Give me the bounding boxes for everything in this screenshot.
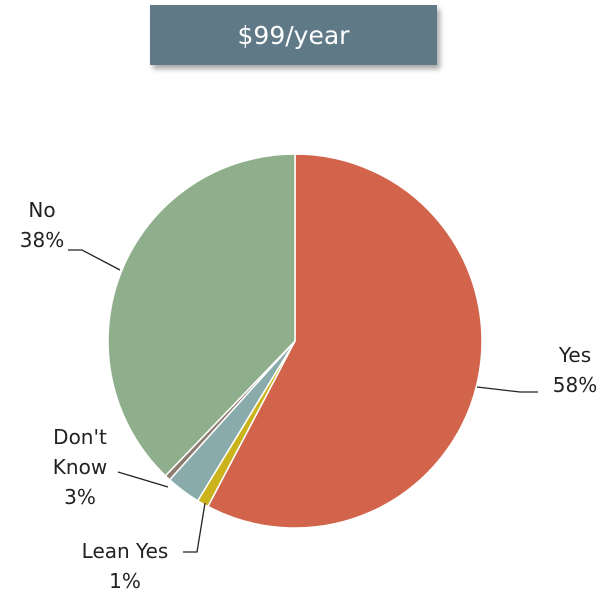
leader-line <box>68 249 121 271</box>
slice-category: Don't Know <box>52 425 108 479</box>
slice-value: 38% <box>19 228 65 252</box>
chart-title: $99/year <box>150 5 437 65</box>
slice-category: No <box>28 198 56 222</box>
leader-line <box>117 471 169 488</box>
leader-line <box>476 386 538 393</box>
data-label: Don't Know 3% <box>40 422 120 512</box>
leader-line <box>183 502 206 553</box>
data-label: No 38% <box>10 195 74 255</box>
pie-slice <box>107 153 296 477</box>
slice-value: 3% <box>64 485 96 509</box>
slice-value: 1% <box>109 569 141 593</box>
slice-category: Yes <box>558 343 592 367</box>
data-label: Yes 58% <box>535 340 608 400</box>
data-label: Lean Yes 1% <box>55 536 195 596</box>
slice-category: Lean Yes <box>81 539 169 563</box>
pie-slice <box>206 153 483 529</box>
slice-value: 58% <box>552 373 598 397</box>
